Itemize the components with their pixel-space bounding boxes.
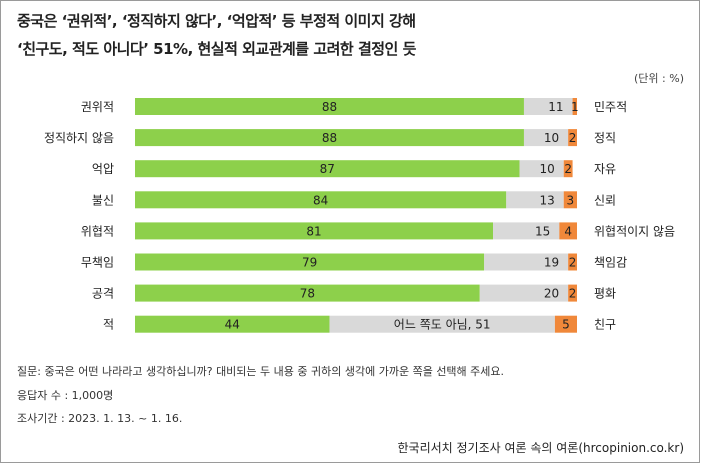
bar-segment [519,160,564,178]
data-label: 11 [548,100,563,114]
category-left-label: 불신 [92,193,114,207]
data-label: 어느 쪽도 아님, 51 [394,318,491,332]
bar-segment [506,191,564,209]
chart-title-line1: 중국은 ‘권위적’, ‘정직하지 않다’, ‘억압적’ 등 부정적 이미지 강해 [17,12,416,30]
bar-segment [135,315,330,333]
bar-segment [135,284,480,302]
data-label: 13 [539,193,554,207]
data-label: 87 [320,162,335,176]
unit-label: (단위 : %) [634,72,684,85]
category-left-label: 권위적 [81,100,114,114]
bar-segment [523,98,573,115]
category-right-label: 책임감 [594,255,627,270]
data-label: 2 [569,131,577,145]
data-label: 84 [313,193,328,207]
bar-segment [135,160,520,178]
category-left-label: 위협적 [81,224,114,238]
data-label: 2 [569,287,577,301]
data-label: 81 [306,224,321,238]
category-left-label: 공격 [92,287,114,301]
bar-segment [135,191,507,209]
data-label: 19 [544,256,559,270]
data-label: 2 [564,162,572,176]
source-credit: 한국리서치 정기조사 여론 속의 여론(hrcopinion.co.kr) [397,441,684,455]
data-label: 88 [322,131,337,145]
bar-segment [484,253,569,271]
bar-segment [559,222,577,240]
data-label: 10 [539,162,554,176]
category-left-label: 정직하지 않음 [44,131,114,145]
data-label: 3 [567,193,575,207]
bar-segment [135,253,485,271]
category-right-label: 친구 [594,318,616,332]
bar-segment [554,315,577,333]
data-label: 1 [571,100,579,114]
survey-period-note: 조사기간 : 2023. 1. 13. ~ 1. 16. [17,412,183,425]
bar-segment [135,222,494,240]
bar-segment [563,191,577,209]
bar-segment [523,129,569,147]
bar-segment [563,160,573,178]
data-label: 78 [300,287,315,301]
bar-segment [572,98,577,115]
category-right-label: 정직 [594,131,616,145]
data-label: 88 [322,100,337,114]
bar-segment [568,253,577,271]
category-right-label: 민주적 [594,100,627,114]
category-right-label: 평화 [594,287,616,301]
category-right-label: 위협적이지 않음 [594,224,675,238]
chart-title-line2: ‘친구도, 적도 아니다’ 51%, 현실적 외교관계를 고려한 결정인 듯 [17,40,416,58]
sample-size-note: 응답자 수 : 1,000명 [17,389,114,402]
bar-segment [568,284,577,302]
bar-segment [329,315,555,333]
data-label: 5 [562,318,570,332]
data-label: 44 [225,318,240,332]
data-label: 20 [544,287,559,301]
data-label: 79 [302,256,317,270]
category-left-label: 억압 [92,162,114,176]
data-label: 15 [535,224,550,238]
category-right-label: 신뢰 [594,193,616,207]
category-left-label: 적 [103,318,114,332]
category-left-label: 무책임 [81,255,114,270]
survey-question-note: 질문: 중국은 어떤 나라라고 생각하십니까? 대비되는 두 내용 중 귀하의 … [17,365,505,378]
bar-segment [135,129,524,147]
bar-segment [135,98,524,115]
bar-segment [568,129,577,147]
bar-segment [493,222,560,240]
category-right-label: 자유 [594,162,616,176]
data-label: 10 [544,131,559,145]
bar-segment [479,284,569,302]
data-label: 4 [564,224,572,238]
data-label: 2 [569,256,577,270]
